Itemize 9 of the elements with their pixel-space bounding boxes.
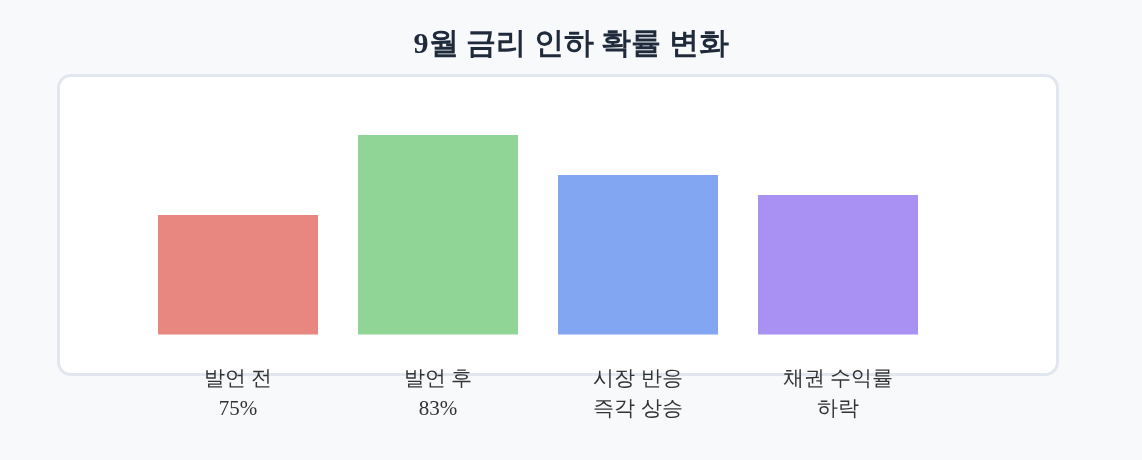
bar xyxy=(758,195,918,335)
x-tick-label: 시장 반응 즉각 상승 xyxy=(593,366,683,420)
bar xyxy=(558,175,718,335)
bar xyxy=(358,135,518,335)
x-tick-label: 발언 후 83% xyxy=(403,366,473,420)
x-tick-label: 발언 전 75% xyxy=(203,366,273,420)
bar xyxy=(158,215,318,335)
chart-title: 9월 금리 인하 확률 변화 xyxy=(412,25,730,61)
x-tick-label: 채권 수익률 하락 xyxy=(782,366,894,420)
